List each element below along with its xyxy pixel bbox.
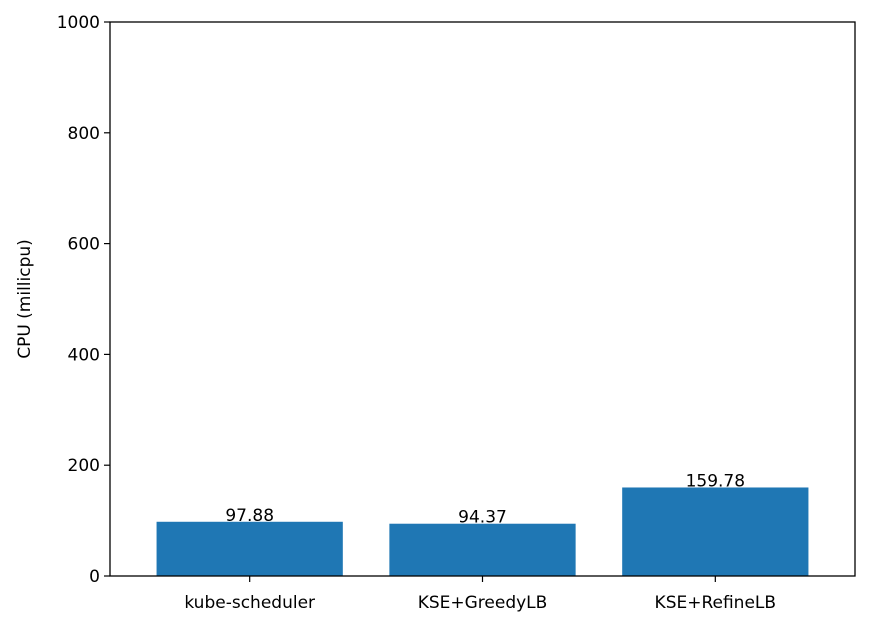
x-tick-label: kube-scheduler [184, 593, 315, 613]
y-tick-label: 0 [89, 567, 100, 587]
y-axis-label: CPU (millicpu) [15, 239, 35, 359]
y-tick-label: 200 [68, 456, 100, 476]
y-axis-ticks: 0 200 400 600 800 1000 [57, 13, 110, 587]
bar-value-label: 97.88 [225, 506, 274, 526]
bar [389, 523, 576, 576]
x-axis-ticks: kube-scheduler KSE+GreedyLB KSE+RefineLB [184, 576, 776, 613]
bar-value-label: 94.37 [458, 508, 507, 528]
y-tick-label: 400 [68, 345, 100, 365]
y-tick-label: 600 [68, 235, 100, 255]
bar [156, 521, 343, 576]
plot-area [110, 22, 855, 576]
bar [622, 487, 809, 576]
y-tick-label: 1000 [57, 13, 100, 33]
bar-value-label: 159.78 [686, 471, 745, 491]
x-tick-label: KSE+RefineLB [655, 593, 777, 613]
plot-frame [109, 21, 856, 577]
value-labels-layer: 97.88 94.37 159.78 [225, 471, 745, 527]
x-tick-label: KSE+GreedyLB [418, 593, 548, 613]
bars-layer [156, 487, 809, 576]
y-tick-label: 800 [68, 124, 100, 144]
